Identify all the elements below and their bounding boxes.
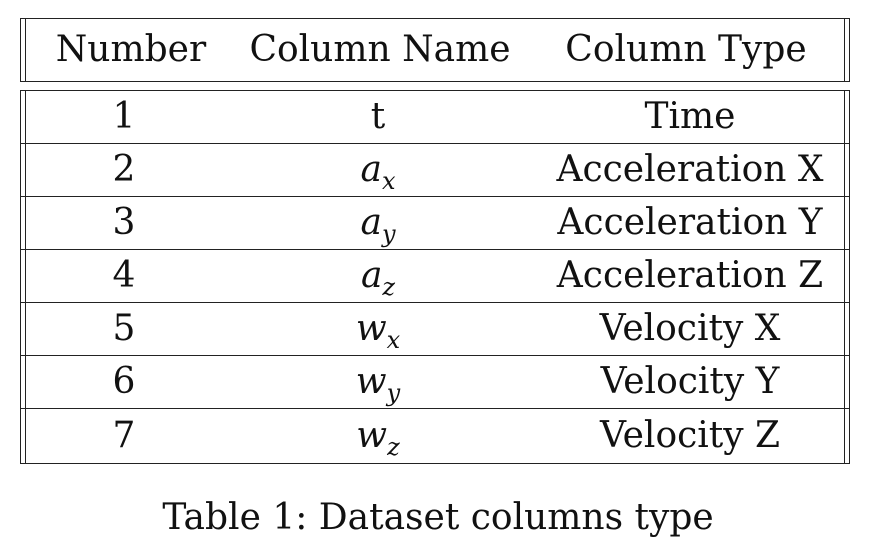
table-body-frame: 1 t Time 2 ax Acceleration X 3 ay Accele… (20, 90, 850, 464)
table-caption: Table 1: Dataset columns type (162, 497, 714, 538)
header-column-type: Column Type (565, 29, 807, 70)
row-column-name: wy (227, 361, 529, 406)
row-column-name: wx (227, 308, 529, 353)
row-number: 5 (112, 308, 136, 349)
column-name-base: a (360, 149, 382, 190)
row-column-type: Velocity X (599, 308, 781, 349)
header-number: Number (55, 29, 207, 70)
column-name-subscript: x (386, 326, 401, 354)
row-number: 6 (112, 361, 136, 402)
column-name-base: a (360, 202, 382, 243)
row-column-name: t (227, 99, 529, 135)
column-name-subscript: y (381, 220, 396, 248)
table-row: 3 ay Acceleration Y (21, 197, 849, 250)
row-number: 4 (112, 255, 136, 296)
table-row: 1 t Time (21, 91, 849, 144)
column-name-subscript: z (387, 432, 400, 461)
row-column-type: Velocity Z (599, 414, 781, 456)
row-column-name: wz (227, 414, 529, 459)
row-number: 1 (112, 96, 136, 137)
table-row: 4 az Acceleration Z (21, 250, 849, 303)
table-row: 2 ax Acceleration X (21, 144, 849, 197)
column-name-base: a (360, 255, 383, 296)
row-column-type: Acceleration Y (557, 202, 823, 243)
row-column-name: az (227, 255, 529, 300)
row-column-type: Acceleration Z (556, 255, 824, 296)
table-row: 7 wz Velocity Z (21, 409, 849, 462)
table-header-row: Number Column Name Column Type (21, 19, 849, 81)
row-number: 7 (112, 414, 136, 456)
row-column-type: Velocity Y (600, 361, 780, 402)
header-column-name: Column Name (249, 29, 511, 70)
row-column-name: ax (227, 149, 529, 194)
row-column-name: ay (227, 202, 529, 247)
column-name-subscript: y (386, 379, 401, 407)
column-name-text: t (370, 96, 386, 137)
column-name-base: w (355, 361, 387, 402)
column-name-subscript: x (381, 167, 396, 195)
table-header-frame: Number Column Name Column Type (20, 18, 850, 82)
table-row: 6 wy Velocity Y (21, 356, 849, 409)
column-name-base: w (356, 414, 388, 456)
row-number: 2 (112, 149, 136, 190)
row-column-type: Time (644, 96, 736, 137)
table-row: 5 wx Velocity X (21, 303, 849, 356)
row-number: 3 (112, 202, 136, 243)
row-column-type: Acceleration X (556, 149, 824, 190)
column-name-base: w (355, 308, 387, 349)
column-name-subscript: z (382, 273, 396, 301)
